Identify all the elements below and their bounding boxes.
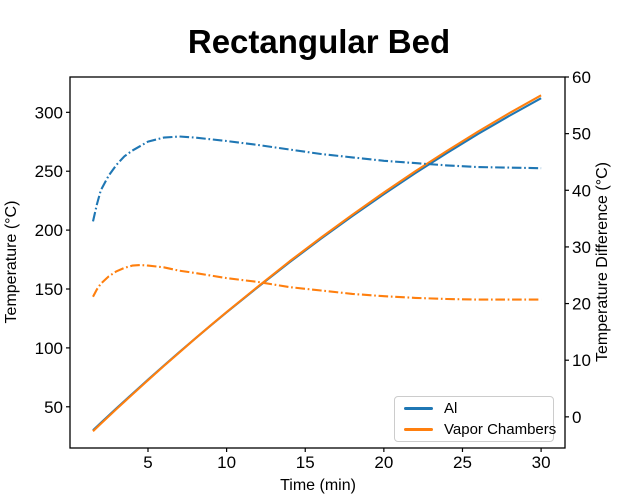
y-left-tick-label: 100 — [35, 339, 63, 358]
y-right-tick-label: 50 — [572, 125, 591, 144]
series-line-al-temperature-difference — [91, 135, 542, 222]
y-right-tick-label: 10 — [572, 351, 591, 370]
series-line-vapor-chambers-temperature-difference — [92, 263, 542, 301]
legend: Al Vapor Chambers — [394, 396, 556, 442]
y-left-tick-label: 150 — [35, 280, 63, 299]
chart-title: Rectangular Bed — [188, 23, 450, 60]
vapor-chambers-line-swatch — [404, 428, 433, 431]
x-tick-label: 25 — [453, 453, 472, 472]
x-axis-label: Time (min) — [280, 477, 356, 494]
plot-area: 5 10 15 20 25 30 50 100 150 200 250 300 0 10 20 30 40 50 6… — [35, 68, 591, 472]
series-line-vapor-chambers-temperature — [92, 94, 542, 433]
x-tick-label: 15 — [296, 453, 315, 472]
y-left-tick-label: 50 — [44, 398, 63, 417]
y-left-axis-label: Temperature (°C) — [3, 201, 20, 324]
legend-label-al: Al — [444, 400, 458, 417]
y-left-tick-label: 300 — [35, 103, 63, 122]
y-right-tick-label: 20 — [572, 295, 591, 314]
y-right-tick-label: 0 — [572, 408, 581, 427]
x-tick-label: 10 — [217, 453, 236, 472]
legend-item-al: Al — [404, 400, 544, 417]
x-tick-label: 5 — [143, 453, 152, 472]
y-left-tick-label: 250 — [35, 162, 63, 181]
y-right-tick-label: 30 — [572, 238, 591, 257]
y-left-tick-label: 200 — [35, 221, 63, 240]
legend-item-vapor-chambers: Vapor Chambers — [404, 421, 556, 438]
al-line-swatch — [404, 407, 433, 410]
x-tick-label: 30 — [532, 453, 551, 472]
legend-label-vapor-chambers: Vapor Chambers — [444, 421, 557, 438]
y-right-axis-label: Temperature Difference (°C) — [594, 162, 611, 362]
series-line-al-temperature — [92, 97, 542, 432]
y-right-tick-label: 40 — [572, 181, 591, 200]
plot-border — [69, 76, 566, 449]
y-right-tick-label: 60 — [572, 68, 591, 87]
x-tick-label: 20 — [374, 453, 393, 472]
